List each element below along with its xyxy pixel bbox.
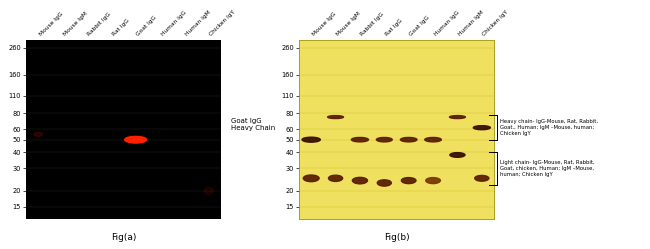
Text: Chicken IgY: Chicken IgY xyxy=(209,9,237,37)
Ellipse shape xyxy=(377,180,391,186)
Text: Fig(b): Fig(b) xyxy=(384,234,410,243)
Text: Goat IgG: Goat IgG xyxy=(409,15,431,37)
Text: Mouse IgM: Mouse IgM xyxy=(335,11,361,37)
Ellipse shape xyxy=(450,116,465,119)
Ellipse shape xyxy=(473,126,490,130)
Ellipse shape xyxy=(304,175,319,182)
Text: Mouse IgM: Mouse IgM xyxy=(62,11,88,37)
Ellipse shape xyxy=(425,137,441,142)
Text: Rabbit IgG: Rabbit IgG xyxy=(360,12,385,37)
Text: Heavy chain- IgG-Mouse, Rat, Rabbit,
Goat., Human; IgM –Mouse, human;
Chicken Ig: Heavy chain- IgG-Mouse, Rat, Rabbit, Goa… xyxy=(500,119,599,135)
Text: Chicken IgY: Chicken IgY xyxy=(482,9,510,37)
Text: Human IgG: Human IgG xyxy=(160,10,187,37)
Ellipse shape xyxy=(426,178,441,184)
Text: Human IgM: Human IgM xyxy=(185,10,212,37)
Ellipse shape xyxy=(400,137,417,142)
Text: Mouse IgG: Mouse IgG xyxy=(311,11,337,37)
Ellipse shape xyxy=(450,153,465,157)
Text: Goat IgG: Goat IgG xyxy=(136,15,158,37)
Ellipse shape xyxy=(302,137,320,142)
Ellipse shape xyxy=(328,116,343,119)
Text: Mouse IgG: Mouse IgG xyxy=(38,11,64,37)
Text: Light chain- IgG-Mouse, Rat, Rabbit,
Goat, chicken, Human; IgM –Mouse,
human; Ch: Light chain- IgG-Mouse, Rat, Rabbit, Goa… xyxy=(500,160,595,177)
Text: Human IgG: Human IgG xyxy=(433,10,460,37)
Ellipse shape xyxy=(34,132,42,136)
Text: Rabbit IgG: Rabbit IgG xyxy=(87,12,112,37)
Ellipse shape xyxy=(205,187,213,194)
Text: Rat IgG: Rat IgG xyxy=(111,18,130,37)
Ellipse shape xyxy=(474,175,489,181)
Text: Fig(a): Fig(a) xyxy=(111,234,136,243)
Ellipse shape xyxy=(352,137,369,142)
Ellipse shape xyxy=(376,137,392,142)
Text: Goat IgG
Heavy Chain: Goat IgG Heavy Chain xyxy=(231,118,275,131)
Ellipse shape xyxy=(125,136,147,143)
Text: Human IgM: Human IgM xyxy=(458,10,485,37)
Ellipse shape xyxy=(402,178,416,184)
Ellipse shape xyxy=(328,175,343,182)
Ellipse shape xyxy=(352,177,367,184)
Text: Rat IgG: Rat IgG xyxy=(384,18,403,37)
